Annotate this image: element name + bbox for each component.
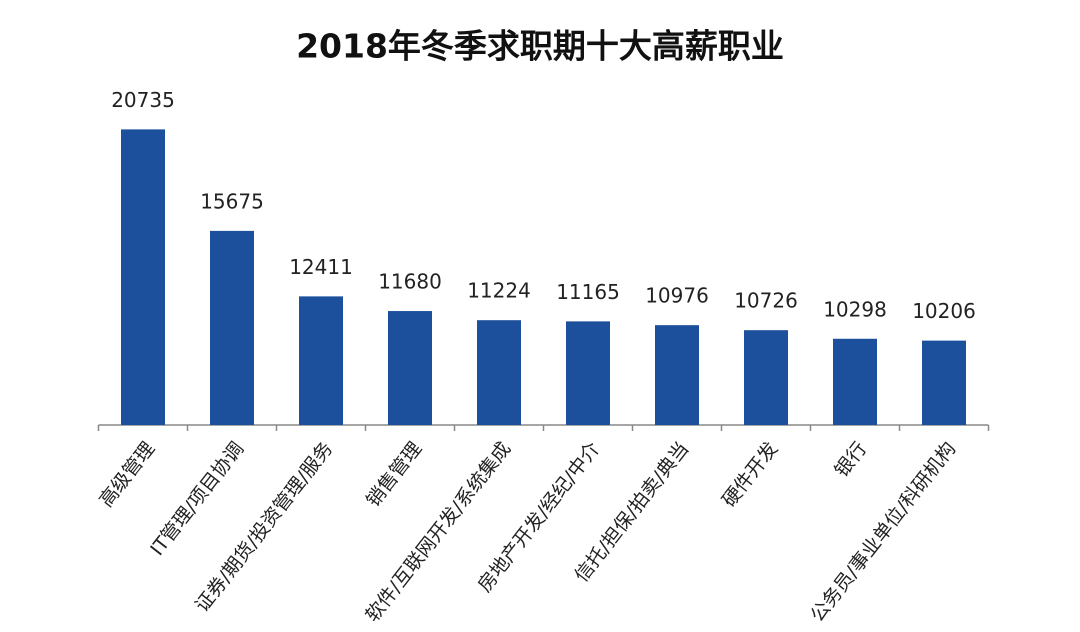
x-tick-label: 银行	[831, 438, 872, 482]
bar	[299, 296, 343, 425]
value-label: 12411	[289, 255, 353, 279]
bar	[121, 129, 165, 425]
x-tick-label: 公务员/事业单位/科研机构	[806, 438, 960, 626]
chart-title: 2018年冬季求职期十大高薪职业	[296, 27, 784, 66]
value-label: 10976	[645, 284, 709, 308]
bar	[477, 320, 521, 425]
bar	[388, 311, 432, 425]
bar	[566, 321, 610, 425]
x-tick-label: 软件/互联网开发/系统集成	[361, 438, 515, 626]
x-tick-label: 销售管理	[362, 438, 426, 511]
bar	[744, 330, 788, 425]
value-label: 10726	[734, 289, 798, 313]
value-label: 20735	[111, 88, 175, 112]
bar	[922, 340, 966, 425]
bar	[833, 338, 877, 425]
bar	[655, 325, 699, 425]
value-label: 15675	[200, 189, 264, 213]
bar	[210, 230, 254, 425]
x-tick-label: IT管理/项目协调	[146, 438, 248, 560]
x-tick-label: 硬件开发	[718, 438, 782, 511]
value-label: 11680	[378, 270, 442, 294]
value-label: 10206	[912, 299, 976, 323]
value-label: 11224	[467, 279, 531, 303]
value-label: 10298	[823, 297, 887, 321]
value-label: 11165	[556, 280, 620, 304]
x-tick-label: 高级管理	[95, 438, 159, 511]
